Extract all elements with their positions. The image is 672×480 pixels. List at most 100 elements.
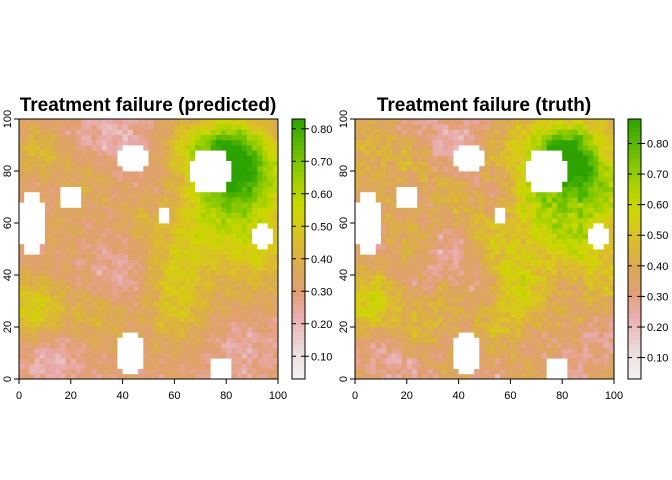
heatmap-cell: [24, 353, 30, 359]
heatmap-cell: [132, 254, 139, 260]
heatmap-cell: [453, 373, 459, 380]
heatmap-cell: [226, 342, 232, 349]
heatmap-cell: [391, 290, 397, 297]
heatmap-cell: [272, 181, 279, 187]
heatmap-cell: [443, 332, 449, 338]
heatmap-cell: [96, 358, 103, 364]
heatmap-cell: [148, 306, 155, 312]
heatmap-cell: [365, 124, 371, 130]
heatmap-cell: [70, 212, 77, 219]
heatmap-cell: [562, 223, 568, 229]
heatmap-cell: [164, 358, 170, 364]
heatmap-cell: [520, 301, 527, 307]
heatmap-cell: [81, 150, 87, 156]
heatmap-cell: [91, 337, 98, 343]
heatmap-cell: [463, 233, 470, 239]
heatmap-cell: [577, 285, 584, 291]
heatmap-cell: [107, 202, 113, 208]
heatmap-cell: [531, 301, 537, 307]
heatmap-cell: [231, 306, 237, 312]
heatmap-cell: [582, 212, 589, 219]
heatmap-cell: [437, 160, 444, 167]
heatmap-cell: [360, 347, 366, 354]
heatmap-cell: [158, 150, 165, 156]
heatmap-cell: [39, 134, 46, 141]
heatmap-cell: [577, 373, 584, 380]
heatmap-cell: [417, 119, 423, 125]
heatmap-cell: [427, 358, 434, 364]
heatmap-cell: [112, 306, 118, 312]
heatmap-cell: [34, 347, 41, 354]
heatmap-cell: [241, 264, 248, 271]
heatmap-cell: [427, 290, 434, 297]
heatmap-cell: [541, 342, 548, 349]
heatmap-cell: [44, 243, 51, 250]
heatmap-cell: [179, 176, 186, 182]
heatmap-cell: [112, 254, 118, 260]
heatmap-cell: [406, 373, 413, 380]
heatmap-cell: [210, 295, 217, 302]
heatmap-cell: [484, 295, 491, 302]
heatmap-cell: [448, 160, 454, 167]
heatmap-cell: [96, 176, 103, 182]
heatmap-cell: [44, 311, 51, 317]
heatmap-cell: [215, 238, 222, 245]
heatmap-cell: [70, 145, 77, 151]
heatmap-cell: [411, 249, 418, 255]
heatmap-cell: [375, 223, 382, 229]
heatmap-cell: [24, 119, 30, 125]
heatmap-cell: [34, 238, 41, 245]
heatmap-cell: [44, 197, 51, 203]
heatmap-cell: [401, 306, 408, 312]
heatmap-cell: [107, 269, 113, 276]
heatmap-cell: [536, 264, 542, 271]
heatmap-cell: [396, 160, 403, 167]
heatmap-cell: [593, 228, 599, 234]
heatmap-cell: [60, 280, 67, 286]
heatmap-cell: [417, 145, 423, 151]
heatmap-cell: [138, 373, 144, 380]
heatmap-cell: [221, 269, 227, 276]
heatmap-cell: [479, 176, 485, 182]
heatmap-cell: [386, 337, 392, 343]
heatmap-cell: [226, 259, 232, 265]
heatmap-cell: [432, 176, 439, 182]
heatmap-cell: [75, 191, 82, 198]
heatmap-cell: [221, 342, 227, 349]
heatmap-cell: [422, 373, 428, 380]
heatmap-cell: [422, 145, 428, 151]
heatmap-cell: [463, 191, 470, 198]
heatmap-cell: [189, 254, 196, 260]
heatmap-cell: [236, 290, 243, 297]
heatmap-cell: [200, 353, 206, 359]
heatmap-cell: [443, 295, 449, 302]
heatmap-cell: [158, 275, 165, 281]
heatmap-cell: [474, 238, 480, 245]
heatmap-cell: [39, 249, 46, 255]
heatmap-cell: [246, 306, 253, 312]
heatmap-cell: [401, 373, 408, 380]
heatmap-cell: [536, 223, 542, 229]
heatmap-cell: [215, 212, 222, 219]
heatmap-cell: [588, 181, 594, 187]
heatmap-cell: [557, 207, 563, 213]
heatmap-cell: [164, 150, 170, 156]
heatmap-cell: [143, 301, 149, 307]
heatmap-cell: [210, 145, 217, 151]
heatmap-cell: [562, 311, 568, 317]
heatmap-cell: [598, 290, 605, 297]
heatmap-cell: [494, 171, 501, 177]
colorbar-segment: [292, 223, 305, 228]
heatmap-cell: [448, 249, 454, 255]
heatmap-cell: [101, 176, 108, 182]
heatmap-cell: [96, 160, 103, 167]
heatmap-cell: [75, 134, 82, 141]
heatmap-cell: [153, 191, 160, 198]
heatmap-cell: [411, 119, 418, 125]
heatmap-cell: [107, 373, 113, 380]
heatmap-cell: [122, 171, 129, 177]
heatmap-cell: [70, 275, 77, 281]
heatmap-cell: [86, 119, 92, 125]
heatmap-cell: [541, 233, 548, 239]
heatmap-cell: [520, 134, 527, 141]
